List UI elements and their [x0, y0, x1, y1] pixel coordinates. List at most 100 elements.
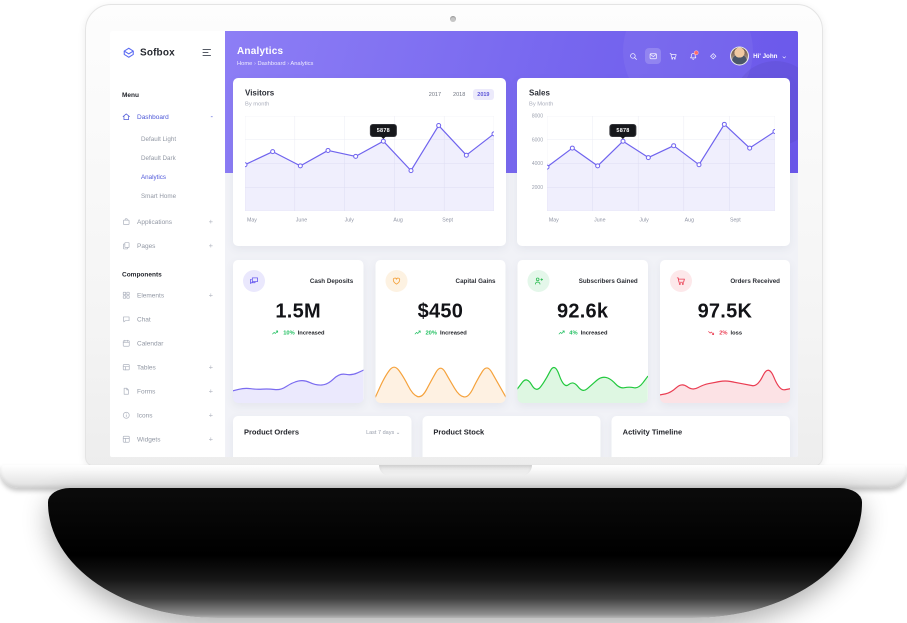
logo-icon — [122, 46, 136, 60]
menu-toggle-icon[interactable] — [201, 47, 214, 58]
stat-icon — [527, 270, 550, 292]
expand-indicator: - — [210, 112, 214, 121]
expand-indicator: + — [208, 386, 213, 396]
breadcrumb-item[interactable]: Analytics — [290, 60, 314, 67]
menu-section-label: Menu — [122, 91, 139, 99]
stat-value: 92.6k — [556, 300, 609, 322]
stat-delta: 4% Increased — [528, 329, 638, 338]
search-icon[interactable] — [625, 48, 641, 64]
sidebar-item-label: Tables — [137, 363, 156, 371]
webcam-dot — [450, 16, 456, 22]
stat-card: Subscribers Gained 92.6k 4% Increased — [517, 260, 648, 403]
trend-icon — [708, 329, 717, 338]
visitors-line-chart: 5878 — [245, 116, 494, 211]
chart-title: Sales — [529, 89, 550, 98]
delta-percent: 10% — [283, 329, 295, 336]
sidebar-item-icon — [122, 339, 131, 348]
expand-indicator: + — [208, 290, 213, 300]
sparkline-chart — [233, 357, 364, 403]
delta-word: loss — [730, 329, 743, 336]
sidebar-item[interactable]: Icons + — [110, 403, 225, 427]
sidebar-item-icon — [122, 387, 131, 396]
y-axis-label: 4000 — [531, 161, 543, 167]
x-axis-label: Sept — [729, 217, 741, 223]
year-filter: 2017 2018 2019 — [424, 89, 494, 100]
sidebar-item[interactable]: Tables + — [110, 355, 225, 379]
sidebar-item-label: Icons — [137, 411, 153, 419]
y-axis-label: 2000 — [531, 184, 543, 191]
delta-percent: 4% — [569, 329, 578, 336]
stat-title: Orders Received — [730, 277, 780, 285]
main-content: Analytics HomeDashboardAnalytics Hi' Joh… — [225, 31, 798, 457]
breadcrumb: HomeDashboardAnalytics — [237, 61, 313, 67]
sidebar-item-label: Pages — [137, 241, 156, 250]
laptop-screen: Sofbox Menu Dashboard - Default Light — [110, 31, 798, 457]
header-icons — [625, 48, 721, 64]
sidebar-item[interactable]: Elements + — [110, 283, 225, 307]
app-logo[interactable]: Sofbox — [110, 31, 225, 74]
submenu-item-label: Analytics — [141, 173, 167, 181]
bottom-card-title: Product Stock — [433, 428, 485, 437]
sparkline-chart — [659, 357, 790, 403]
submenu-item-label: Smart Home — [141, 192, 177, 200]
delta-percent: 2% — [719, 329, 728, 336]
visitors-card: Visitors By month 2017 2018 2019 5878 May J… — [233, 78, 506, 246]
submenu-item[interactable]: Smart Home — [110, 187, 225, 206]
bottom-card: Product Stock — [422, 416, 601, 457]
sidebar-item-icon — [122, 363, 131, 372]
submenu-item[interactable]: Default Light — [110, 130, 225, 149]
bottom-card: Product Orders Last 7 days — [233, 416, 412, 457]
expand-indicator: + — [208, 241, 213, 250]
chart-subtitle: By month — [245, 101, 270, 107]
topbar-actions: Hi' John — [625, 46, 787, 66]
sidebar-item-icon — [122, 217, 131, 226]
x-axis-labels: May June July Aug Sept — [547, 215, 778, 226]
mail-icon[interactable] — [645, 48, 662, 64]
submenu-item[interactable]: Analytics — [110, 168, 225, 187]
delta-word: Increased — [580, 329, 608, 336]
sidebar-menu-top: Dashboard - — [110, 105, 225, 129]
stat-value: 1.5M — [275, 300, 321, 322]
x-axis-labels: May June July Aug Sept — [245, 215, 494, 226]
bottom-row: Product Orders Last 7 days Product Stock — [233, 416, 791, 457]
dashboard-app: Sofbox Menu Dashboard - Default Light — [110, 31, 798, 457]
sidebar-item[interactable]: Widgets + — [110, 427, 225, 451]
submenu-item[interactable]: Default Dark — [110, 149, 225, 168]
breadcrumb-item[interactable]: Dashboard — [257, 61, 290, 67]
stat-title: Capital Gains — [455, 277, 496, 285]
submenu-item-label: Default Dark — [141, 154, 176, 162]
sidebar-item[interactable]: Calendar — [110, 331, 225, 355]
locate-icon[interactable] — [705, 48, 721, 64]
stat-card: Cash Deposits 1.5M 10% Increased — [233, 260, 364, 403]
sidebar-item-icon — [122, 291, 131, 300]
x-axis-label: June — [295, 217, 308, 223]
stat-value: $450 — [417, 300, 464, 322]
year-button[interactable]: 2018 — [449, 89, 470, 100]
year-button[interactable]: 2017 — [424, 89, 445, 100]
sidebar-item[interactable]: Applications + — [110, 210, 225, 234]
dashboard-submenu: Default Light Default Dark Analytics Sma… — [110, 129, 225, 210]
year-button[interactable]: 2019 — [472, 89, 494, 100]
stat-card: Orders Received 97.5K 2% loss — [659, 260, 790, 403]
sidebar-item-label: Applications — [137, 217, 173, 226]
breadcrumb-item[interactable]: Home — [237, 61, 257, 67]
sidebar-item-icon — [122, 435, 131, 444]
sidebar-item[interactable]: Pages + — [110, 234, 225, 258]
chart-title: Visitors — [245, 89, 275, 98]
sidebar-item[interactable]: Forms + — [110, 379, 225, 403]
sidebar-item[interactable]: Chat — [110, 307, 225, 331]
avatar — [730, 46, 750, 66]
stat-card: Capital Gains $450 20% Increased — [375, 260, 506, 403]
bell-icon[interactable] — [685, 48, 701, 64]
chart-subtitle: By Month — [529, 101, 554, 107]
sparkline-chart — [517, 357, 648, 403]
expand-indicator: + — [208, 217, 213, 226]
charts-row: Visitors By month 2017 2018 2019 5878 May J… — [233, 78, 790, 246]
bottom-card-title: Product Orders — [244, 428, 300, 437]
sidebar-menu-mid: Applications + Pages + — [110, 210, 225, 258]
cart-icon[interactable] — [665, 48, 681, 64]
date-range-dropdown[interactable]: Last 7 days — [366, 429, 400, 436]
sidebar-item[interactable]: Dashboard - — [110, 105, 225, 129]
trend-icon — [558, 329, 567, 338]
user-menu[interactable]: Hi' John — [730, 46, 787, 66]
